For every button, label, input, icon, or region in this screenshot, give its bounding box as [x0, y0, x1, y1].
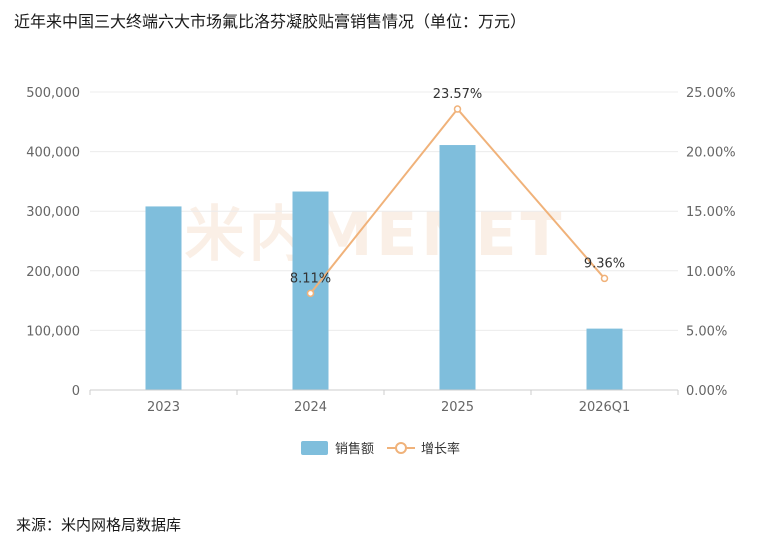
y-right-tick-label: 25.00%	[686, 86, 736, 101]
bar[interactable]	[145, 206, 182, 390]
gridlines	[90, 91, 678, 331]
legend-bar-swatch	[301, 441, 328, 455]
y-left-tick-label: 500,000	[26, 86, 80, 101]
legend: 销售额 增长率	[301, 441, 460, 457]
line-point[interactable]	[453, 105, 462, 113]
y-right-tick-label: 15.00%	[686, 205, 736, 220]
y-left-tick-label: 200,000	[26, 265, 80, 280]
chart-title: 近年来中国三大终端六大市场氟比洛芬凝胶贴膏销售情况（单位：万元）	[14, 12, 527, 31]
legend-label: 销售额	[335, 441, 374, 457]
y-left-tick-label: 400,000	[26, 146, 80, 161]
y-right-tick-label: 5.00%	[686, 324, 727, 339]
bar[interactable]	[586, 328, 623, 390]
data-labels: 8.11% 23.57% 9.36%	[290, 87, 625, 286]
source-note: 来源：米内网格局数据库	[16, 516, 182, 534]
bar[interactable]	[439, 145, 476, 390]
legend-label: 增长率	[421, 441, 460, 457]
data-label: 8.11%	[290, 271, 331, 286]
y-left-tick-label: 300,000	[26, 205, 80, 220]
y-right-tick-label: 0.00%	[686, 384, 727, 399]
legend-line-marker	[395, 442, 407, 454]
line-series	[306, 105, 609, 298]
data-label: 9.36%	[584, 256, 625, 271]
x-tick-label: 2026Q1	[579, 400, 631, 415]
x-tick-label: 2024	[294, 400, 327, 415]
watermark: 米内MENET	[185, 200, 566, 270]
x-tick-label: 2025	[441, 400, 474, 415]
line-point[interactable]	[600, 274, 609, 283]
y-left-tick-label: 100,000	[26, 324, 80, 339]
y-right-tick-label: 20.00%	[686, 146, 736, 161]
x-tick-label: 2023	[147, 400, 180, 415]
line-point[interactable]	[306, 289, 315, 298]
y-right-tick-label: 10.00%	[686, 265, 736, 280]
axes: 0 100,000 200,000 300,000 400,000 500,000 0.00…	[26, 86, 735, 415]
y-left-tick-label: 0	[72, 384, 80, 399]
data-label: 23.57%	[433, 87, 483, 102]
